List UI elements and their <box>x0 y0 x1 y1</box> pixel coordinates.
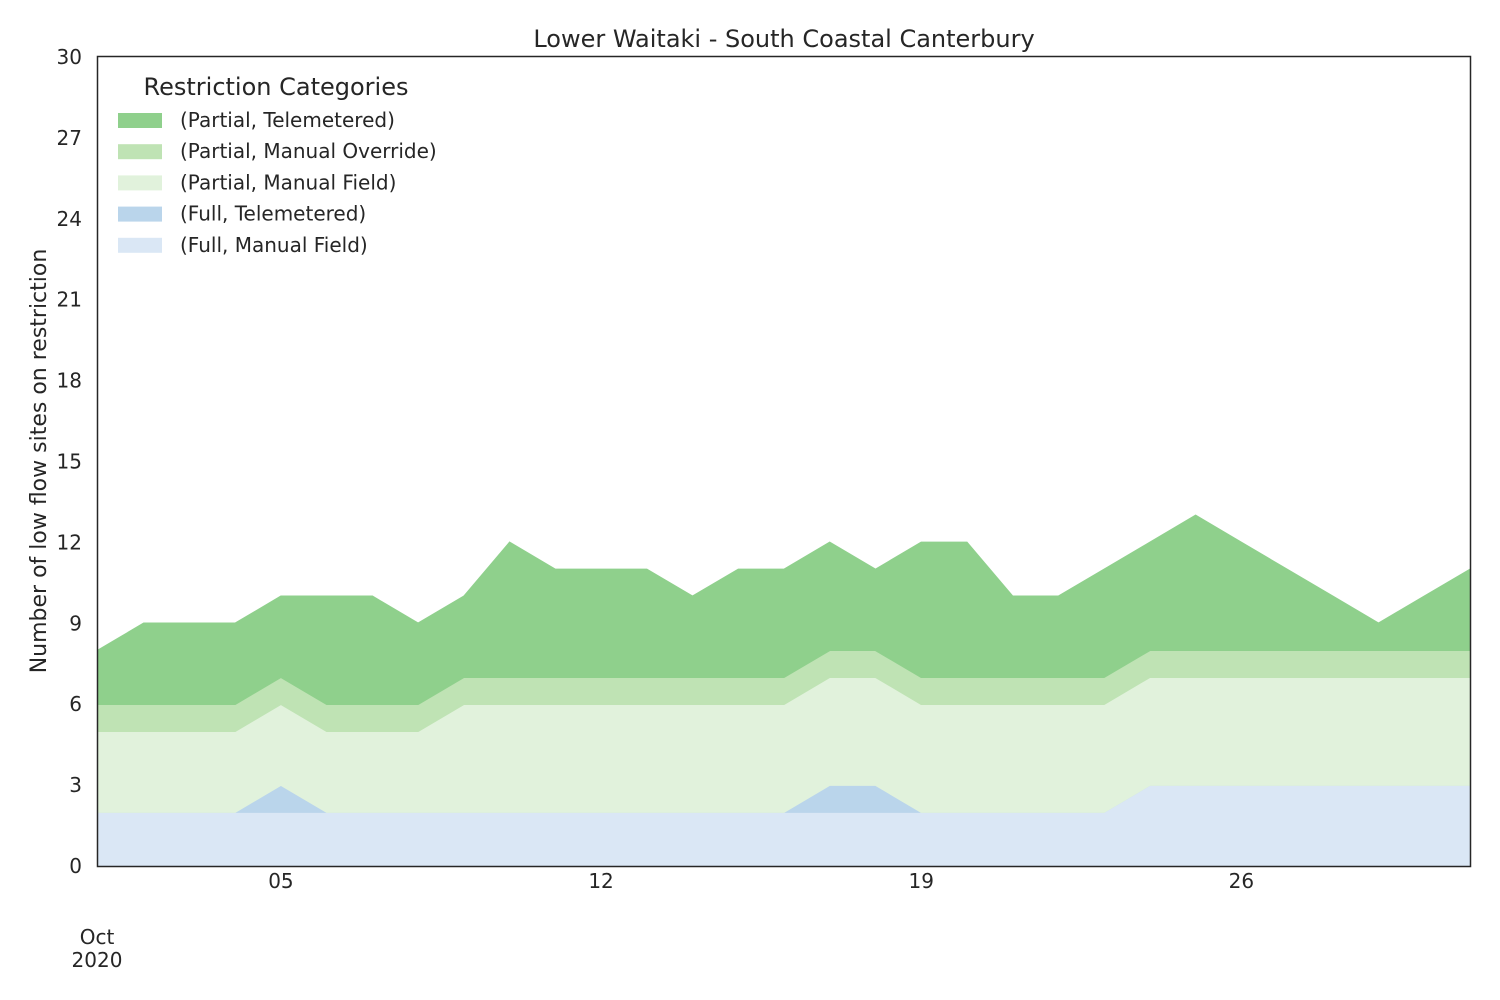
legend-swatch <box>118 237 162 253</box>
legend-swatch <box>118 144 162 160</box>
legend-entry-label: (Full, Manual Field) <box>180 233 368 257</box>
y-axis-label: Number of low flow sites on restriction <box>27 249 52 674</box>
legend-entry-label: (Partial, Telemetered) <box>180 108 395 132</box>
x-tick-label: 19 <box>908 869 933 893</box>
x-offset-label-year: 2020 <box>72 948 123 972</box>
legend-title: Restriction Categories <box>144 73 409 101</box>
area-layers <box>97 514 1471 867</box>
y-tick-label: 12 <box>57 530 82 554</box>
y-tick-label: 18 <box>57 369 82 393</box>
plot-frame <box>96 55 1472 868</box>
legend-entry-label: (Partial, Manual Field) <box>180 170 396 194</box>
y-tick-label: 15 <box>57 450 82 474</box>
y-tick-label: 3 <box>69 773 82 797</box>
y-tick-label: 9 <box>69 611 82 635</box>
legend-swatch <box>118 206 162 222</box>
legend-swatch <box>118 113 162 128</box>
y-tick-label: 30 <box>57 45 82 69</box>
legend-entry-label: (Full, Telemetered) <box>180 202 366 226</box>
x-tick-label: 26 <box>1229 869 1254 893</box>
legend-entry-label: (Partial, Manual Override) <box>180 139 437 163</box>
y-tick-label: 0 <box>69 854 82 878</box>
y-tick-label: 6 <box>69 692 82 716</box>
y-tick-label: 21 <box>57 288 82 312</box>
x-tick-label: 05 <box>268 869 293 893</box>
y-tick-label: 24 <box>57 207 82 231</box>
chart-title: Lower Waitaki - South Coastal Canterbury <box>533 25 1034 53</box>
x-axis-ticks: 05 12 19 26 <box>268 869 1254 893</box>
y-tick-label: 27 <box>57 126 82 150</box>
x-tick-label: 12 <box>588 869 613 893</box>
y-axis-ticks: 0 3 6 9 12 15 18 21 24 27 30 <box>57 45 82 878</box>
x-offset-label-month: Oct <box>80 925 115 949</box>
legend: Restriction Categories (Partial, Telemet… <box>118 73 437 257</box>
legend-swatch <box>118 175 162 191</box>
